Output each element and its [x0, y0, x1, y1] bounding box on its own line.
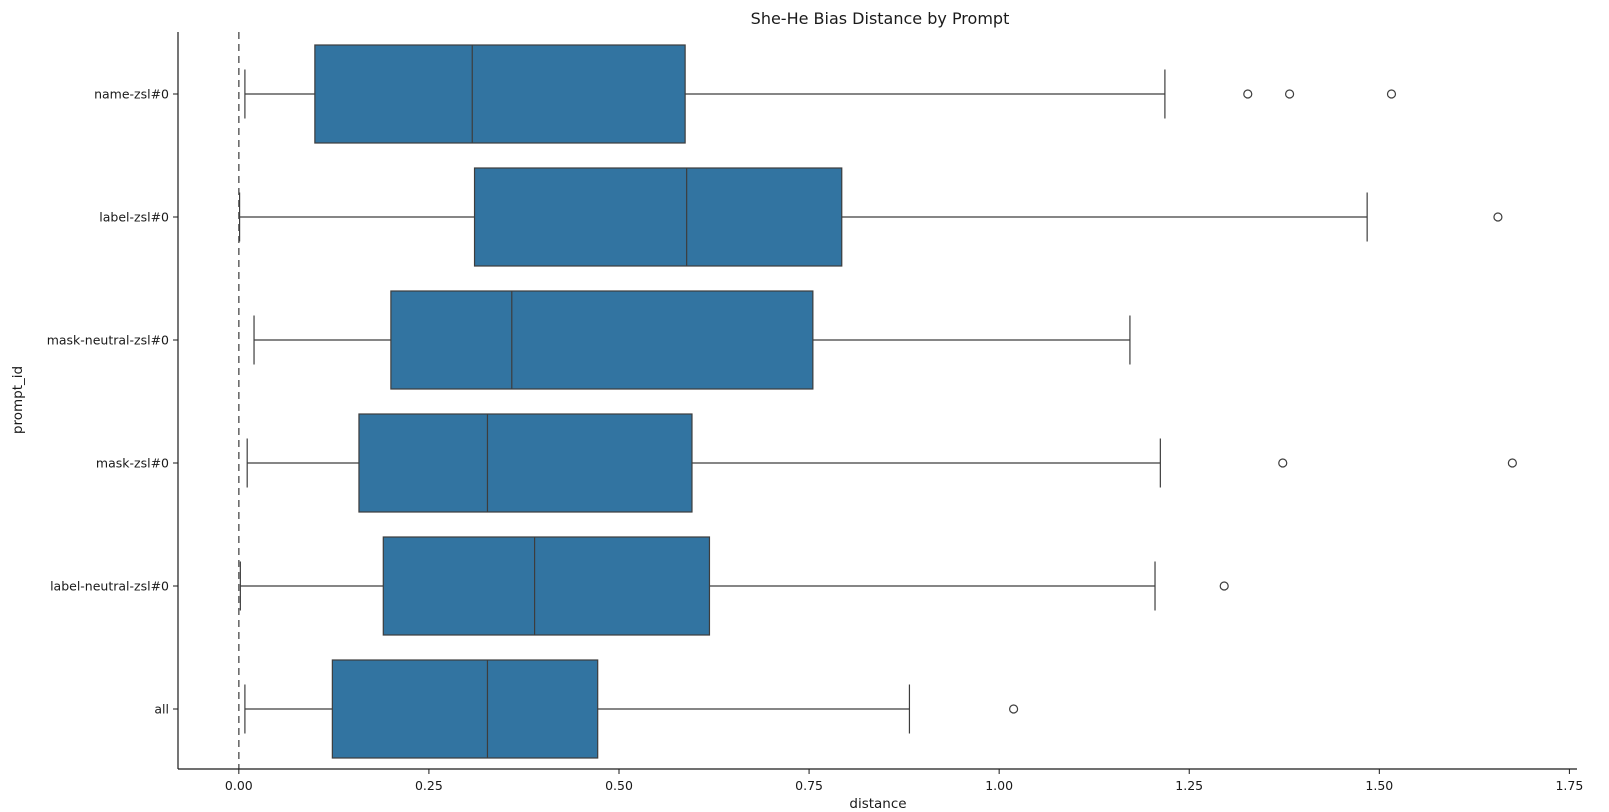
- x-tick-label: 0.00: [225, 778, 253, 793]
- x-tick-label: 1.50: [1365, 778, 1393, 793]
- outlier-point: [1493, 212, 1503, 222]
- y-tick-label: mask-neutral-zsl#0: [47, 333, 169, 348]
- outlier-point: [1243, 89, 1253, 99]
- plot-area: [238, 32, 1517, 769]
- box-group: [246, 413, 1517, 513]
- y-tick-label: name-zsl#0: [94, 87, 169, 102]
- x-axis-ticks: 0.00 0.25 0.50 0.75 1.00 1.25 1.50 1.75: [225, 769, 1583, 793]
- box-group: [244, 659, 1019, 759]
- x-tick-label: 1.00: [985, 778, 1013, 793]
- outlier-point: [1386, 89, 1397, 99]
- x-axis-label: distance: [849, 796, 906, 812]
- y-axis-label: prompt_id: [10, 366, 26, 434]
- iqr-box: [331, 659, 599, 759]
- chart-title: She-He Bias Distance by Prompt: [751, 9, 1010, 28]
- outlier-point: [1284, 89, 1295, 99]
- outlier-point: [1278, 458, 1288, 468]
- iqr-box: [390, 290, 814, 390]
- x-tick-label: 0.25: [415, 778, 443, 793]
- box-group: [239, 536, 1229, 636]
- x-tick-label: 0.50: [605, 778, 633, 793]
- y-tick-label: mask-zsl#0: [96, 456, 169, 471]
- iqr-box: [382, 536, 711, 636]
- y-tick-label: label-neutral-zsl#0: [50, 579, 169, 594]
- outlier-point: [1219, 581, 1229, 591]
- x-tick-label: 1.25: [1175, 778, 1203, 793]
- outlier-point: [1008, 704, 1019, 714]
- x-tick-label: 1.75: [1555, 778, 1583, 793]
- x-tick-label: 0.75: [795, 778, 823, 793]
- y-axis-ticks: name-zsl#0 label-zsl#0 mask-neutral-zsl#0 m…: [47, 87, 178, 717]
- outlier-point: [1507, 458, 1517, 468]
- box-group: [253, 290, 1131, 390]
- iqr-box: [473, 167, 843, 267]
- y-tick-label: label-zsl#0: [99, 210, 169, 225]
- y-tick-label: all: [154, 702, 169, 717]
- box-group: [244, 44, 1397, 144]
- iqr-box: [314, 44, 686, 144]
- box-group: [238, 167, 1503, 267]
- iqr-box: [358, 413, 693, 513]
